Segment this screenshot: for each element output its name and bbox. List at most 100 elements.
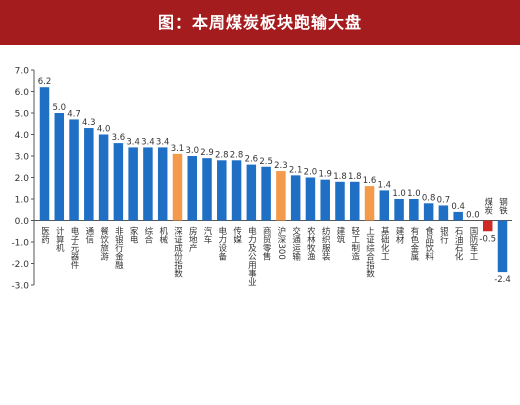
bar [320,179,330,221]
bar [364,186,375,221]
category-label: 上证综合指数 [365,227,375,279]
value-label: 5.0 [53,103,67,113]
category-label: 沪深300 [276,226,286,260]
category-label: 综合 [143,226,153,245]
value-label: 3.4 [141,137,155,147]
value-label: 2.1 [289,165,303,175]
category-label: 国防军工 [468,227,478,261]
bar [54,113,65,221]
y-tick-label: 3.0 [15,153,30,163]
category-label: 基础化工 [379,226,389,261]
category-label: 商贸零售 [261,226,271,261]
bar [335,181,345,221]
value-label: 1.4 [378,180,392,190]
category-label: 钢铁 [498,197,508,216]
bar [113,143,124,221]
value-label: 2.6 [245,155,259,165]
value-label: 3.1 [171,144,185,154]
y-tick-label: -2.0 [11,260,29,270]
value-label: 3.0 [185,146,199,156]
bar [172,153,183,221]
value-label: 0.7 [437,195,451,205]
value-label: 3.6 [112,133,126,143]
bar [246,164,257,221]
bar [128,147,138,221]
category-label: 建材 [394,226,404,244]
value-label: 2.9 [200,148,214,158]
value-label: 1.8 [348,172,362,182]
category-label: 电力设备 [217,226,227,261]
bar [497,220,508,273]
value-label: 2.5 [259,157,273,167]
chart-title: 图：本周煤炭板块跑输大盘 [157,13,362,32]
value-label: -2.4 [494,275,511,285]
bar [217,160,227,221]
category-label: 计算机 [54,226,64,253]
value-label: 2.0 [304,168,318,178]
value-label: 3.4 [126,137,140,147]
category-label: 家电 [128,226,138,244]
value-label: 1.0 [407,189,421,199]
bar [290,175,301,221]
category-label: 传媒 [232,226,242,245]
category-label: 纺织服装 [320,226,330,261]
bar [231,160,242,221]
value-label: 1.0 [392,189,406,199]
title-bar: 图：本周煤炭板块跑输大盘 [0,0,520,45]
bar [394,199,404,221]
bar [261,166,271,221]
value-label: 0.8 [422,193,436,203]
bar [453,211,463,221]
bar [202,158,212,221]
category-label: 电子元器件 [69,226,79,270]
category-label: 房地产 [187,226,197,253]
bar [39,87,50,221]
bar [423,203,434,221]
category-label: 汽车 [202,226,212,245]
category-label: 煤炭 [483,197,493,216]
bar [69,119,79,221]
value-label: 1.8 [333,172,347,182]
value-label: 0.0 [466,211,480,221]
category-label: 餐饮旅游 [99,227,109,262]
value-label: 4.0 [97,125,111,135]
category-label: 通信 [84,226,94,245]
category-label: 银行 [438,226,448,245]
bar [482,220,493,232]
y-tick-label: 0.0 [15,217,30,227]
value-label: 6.2 [38,77,52,87]
bar [276,171,286,221]
bar [98,134,109,221]
value-label: 1.6 [363,176,377,186]
category-label: 电力及公用事业 [246,226,256,286]
y-tick-label: 7.0 [15,67,30,77]
category-label: 深证成份指数 [172,227,182,279]
value-label: 0.4 [451,202,465,212]
category-label: 石油石化 [453,227,463,262]
category-label: 轻工制造 [350,226,360,261]
y-tick-label: 1.0 [15,196,30,206]
bar-chart: 7.0 6.0 5.0 4.0 3.0 2.0 1.0 0.0 -1.0 -2.0 -3.0 6.2 医… [11,67,512,292]
bar [379,190,390,221]
value-label: 2.8 [215,150,229,160]
category-label: 农林牧渔 [305,226,315,261]
bar [438,205,449,221]
value-label: 3.4 [156,137,170,147]
category-label: 医药 [40,227,50,245]
value-label: 2.8 [230,150,244,160]
bar [84,128,94,221]
bar [143,147,153,221]
y-tick-label: 2.0 [15,174,30,184]
value-label: 2.3 [274,161,288,171]
y-tick-label: 5.0 [15,110,30,120]
category-label: 非银行金融 [113,226,123,270]
value-label: 1.9 [318,170,332,180]
y-tick-label: -3.0 [11,282,29,292]
category-label: 建筑 [335,226,345,245]
bar [187,156,197,221]
bar [305,177,316,221]
bar [350,181,360,221]
value-label: 4.3 [82,118,96,128]
category-label: 交通运输 [291,226,301,261]
